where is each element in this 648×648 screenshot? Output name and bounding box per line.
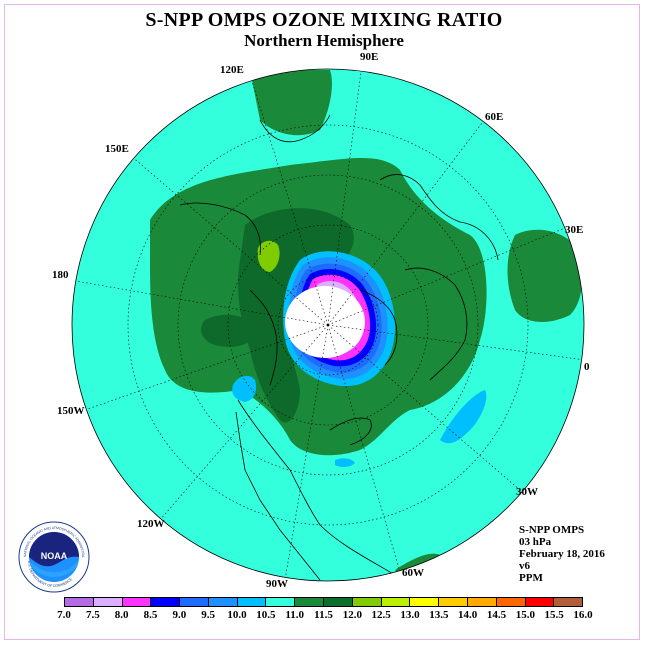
colorbar-swatch — [237, 598, 267, 606]
colorbar-swatch — [352, 598, 382, 606]
colorbar-swatch — [122, 598, 152, 606]
info-line-date: February 18, 2016 — [519, 548, 605, 560]
lon-label-60e: 60E — [485, 111, 503, 123]
lon-label-120w: 120W — [137, 518, 165, 530]
colorbar-swatch — [381, 598, 411, 606]
colorbar-label: 16.0 — [573, 609, 593, 621]
colorbar-labels: 7.0 7.5 8.0 8.5 9.0 9.5 10.0 10.5 11.0 11.5 12.0 12… — [52, 609, 593, 623]
colorbar-swatch — [554, 598, 583, 606]
colorbar-label: 14.0 — [458, 609, 478, 621]
page-title: S-NPP OMPS OZONE MIXING RATIO — [145, 9, 503, 31]
colorbar-swatch — [180, 598, 209, 606]
colorbar — [64, 597, 583, 607]
colorbar-label: 7.5 — [85, 609, 100, 621]
colorbar-swatch — [324, 598, 353, 606]
ozone-pocket-105c — [335, 458, 355, 468]
colorbar-swatch — [65, 598, 94, 606]
colorbar-label: 9.0 — [172, 609, 187, 621]
colorbar-swatch — [467, 598, 497, 606]
colorbar-swatch — [525, 598, 555, 606]
colorbar-label: 11.0 — [285, 609, 304, 621]
lon-label-150e: 150E — [105, 143, 129, 155]
graticule — [72, 69, 584, 581]
logo-bird — [29, 532, 79, 567]
lon-label-0: 0 — [584, 361, 590, 373]
page-subtitle: Northern Hemisphere — [244, 31, 404, 50]
colorbar-label: 10.5 — [256, 609, 276, 621]
polar-no-data — [285, 286, 365, 358]
colorbar-label: 8.5 — [143, 609, 158, 621]
lon-label-30w: 30W — [516, 486, 538, 498]
ozone-band-11-east — [507, 229, 582, 322]
colorbar-swatch — [151, 598, 181, 606]
lon-label-90w: 90W — [266, 578, 288, 590]
lon-label-120e: 120E — [220, 64, 244, 76]
map-border — [71, 68, 585, 582]
figure-frame — [4, 4, 640, 640]
colorbar-label: 14.5 — [486, 609, 507, 621]
colorbar-swatch — [496, 598, 526, 606]
colorbar-swatch — [410, 598, 440, 606]
info-line-version: v6 — [519, 560, 530, 572]
colorbar-label: 13.5 — [429, 609, 449, 621]
colorbar-swatch — [93, 598, 123, 606]
colorbar-label: 15.5 — [544, 609, 564, 621]
colorbar-label: 10.0 — [227, 609, 247, 621]
colorbar-swatch — [295, 598, 325, 606]
lon-label-60w: 60W — [402, 567, 424, 579]
lon-label-90e: 90E — [360, 51, 378, 63]
colorbar-swatch — [208, 598, 238, 606]
coastlines — [179, 114, 499, 581]
ozone-band-115-b — [201, 314, 255, 347]
colorbar-swatch — [439, 598, 468, 606]
info-line-level: 03 hPa — [519, 536, 552, 548]
noaa-logo: NOAA NATIONAL OCEANIC AND ATMOSPHERIC AD… — [18, 521, 90, 593]
colorbar-label: 15.0 — [515, 609, 535, 621]
info-line-unit: PPM — [519, 572, 543, 584]
lon-label-30e: 30E — [565, 224, 583, 236]
logo-text: NOAA — [41, 551, 68, 561]
colorbar-label: 13.0 — [400, 609, 420, 621]
colorbar-label: 9.5 — [201, 609, 216, 621]
info-line-instrument: S-NPP OMPS — [519, 524, 585, 536]
colorbar-label: 12.0 — [342, 609, 362, 621]
colorbar-swatch — [266, 598, 296, 606]
colorbar-label: 7.0 — [57, 609, 71, 621]
info-block: S-NPP OMPS 03 hPa February 18, 2016 v6 P… — [519, 524, 605, 584]
colorbar-label: 8.0 — [114, 609, 129, 621]
ozone-pocket-105b — [440, 390, 487, 444]
colorbar-label: 12.5 — [371, 609, 391, 621]
lon-label-150w: 150W — [57, 405, 85, 417]
colorbar-label: 11.5 — [314, 609, 333, 621]
ozone-pocket-105a — [232, 375, 257, 402]
ozone-band-11-north — [250, 70, 332, 136]
lon-label-180: 180 — [52, 269, 69, 281]
